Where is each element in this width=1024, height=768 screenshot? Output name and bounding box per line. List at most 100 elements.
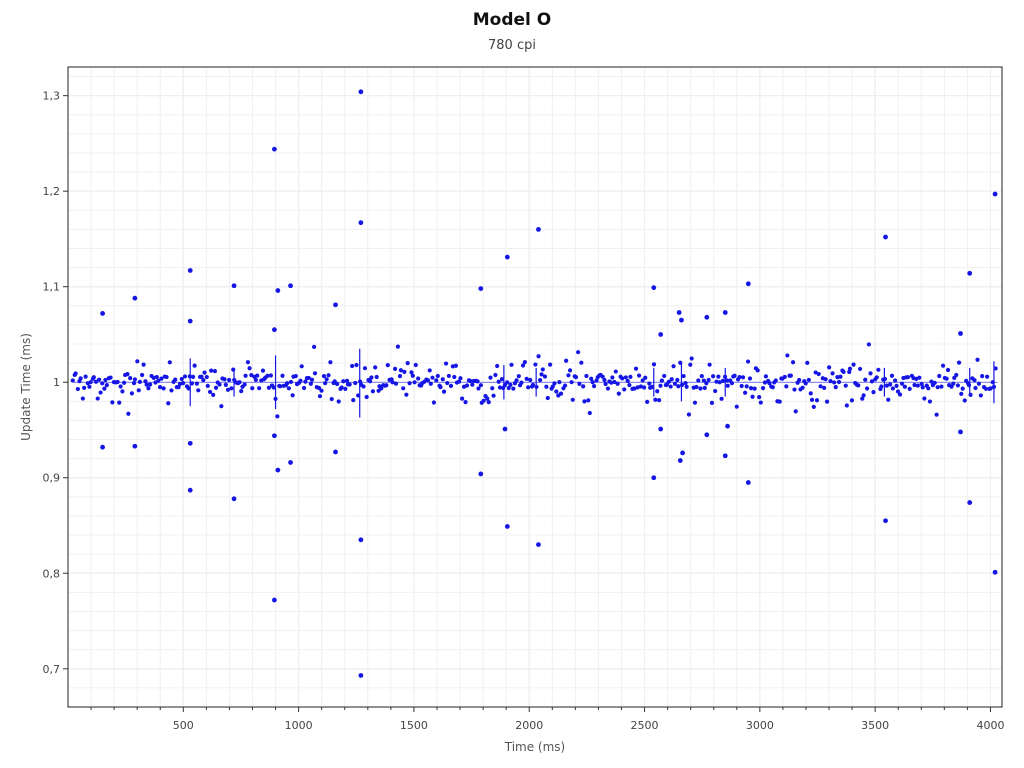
data-point — [82, 385, 87, 390]
data-point — [793, 409, 798, 414]
outlier-point — [883, 234, 888, 240]
data-point — [285, 381, 290, 386]
data-point — [589, 376, 594, 381]
data-point — [922, 396, 927, 401]
data-point — [520, 363, 526, 368]
data-point — [526, 385, 531, 390]
data-point — [93, 379, 99, 384]
data-point — [711, 374, 716, 379]
data-point — [847, 366, 853, 371]
data-point — [475, 379, 480, 384]
data-point — [229, 386, 234, 391]
data-point — [227, 377, 232, 383]
data-point — [895, 389, 901, 394]
data-point — [915, 383, 920, 388]
data-point — [335, 381, 340, 387]
data-point — [425, 378, 431, 383]
data-point — [428, 381, 433, 386]
data-point — [316, 385, 322, 391]
outlier-point — [100, 444, 105, 450]
data-point — [714, 379, 719, 384]
data-point — [573, 375, 579, 380]
data-point — [120, 389, 125, 394]
data-point — [156, 378, 161, 383]
data-point — [257, 386, 262, 391]
data-point — [540, 367, 545, 372]
data-point — [435, 373, 440, 379]
data-point — [131, 381, 137, 386]
y-tick-label: 1 — [53, 376, 60, 389]
data-point — [803, 381, 808, 386]
data-point — [622, 387, 627, 392]
data-point — [716, 374, 721, 379]
outlier-point — [722, 453, 728, 459]
data-point — [356, 393, 361, 398]
outlier-point — [679, 317, 684, 323]
data-point — [213, 385, 219, 390]
data-point — [952, 375, 957, 381]
data-point — [856, 383, 861, 388]
data-point — [202, 370, 207, 375]
outlier-point — [704, 432, 710, 438]
data-point — [809, 397, 815, 402]
data-point — [88, 380, 93, 385]
data-point — [87, 384, 92, 389]
data-point — [452, 374, 457, 380]
data-point — [722, 374, 728, 379]
data-point — [650, 384, 655, 390]
outlier-point — [333, 449, 338, 455]
x-tick-label: 1500 — [400, 719, 428, 732]
y-tick-label: 0,9 — [43, 472, 61, 485]
plot-frame — [67, 66, 1003, 708]
data-point — [662, 373, 667, 379]
data-point — [860, 396, 865, 401]
data-point — [699, 373, 704, 379]
data-point — [533, 362, 538, 367]
data-point — [581, 384, 586, 389]
data-point — [835, 375, 840, 380]
data-point — [955, 383, 961, 388]
data-point — [882, 376, 888, 382]
data-point — [976, 381, 981, 386]
data-point — [777, 399, 782, 404]
data-point — [545, 395, 550, 401]
data-point — [102, 386, 107, 391]
data-point — [328, 360, 333, 365]
data-point — [126, 411, 131, 416]
data-point — [321, 373, 327, 379]
data-point — [603, 381, 608, 387]
data-point — [225, 387, 231, 392]
data-point — [303, 379, 308, 384]
outlier-point — [536, 226, 541, 232]
data-point — [369, 375, 374, 380]
data-point — [672, 381, 678, 386]
data-point — [364, 394, 369, 400]
outlier-point — [958, 429, 963, 435]
data-point — [83, 374, 88, 379]
data-point — [866, 342, 871, 347]
data-point — [530, 382, 536, 387]
data-point — [790, 360, 796, 365]
data-point — [612, 379, 617, 385]
data-point — [919, 381, 924, 387]
data-point — [808, 391, 813, 396]
data-point — [868, 371, 873, 376]
data-point — [767, 381, 772, 386]
data-point — [445, 380, 450, 386]
data-point — [430, 375, 435, 380]
data-point — [642, 385, 647, 390]
outlier-point — [231, 283, 237, 289]
data-point — [361, 384, 366, 389]
data-point — [470, 382, 475, 387]
data-point — [397, 373, 403, 379]
data-point — [182, 374, 188, 379]
data-point — [260, 368, 266, 373]
data-point — [973, 385, 978, 391]
data-point — [362, 366, 368, 371]
data-point — [990, 380, 995, 385]
outlier-point — [677, 458, 683, 463]
data-point — [678, 360, 683, 365]
data-point — [245, 360, 251, 365]
data-point — [298, 378, 303, 383]
data-point — [157, 385, 163, 390]
